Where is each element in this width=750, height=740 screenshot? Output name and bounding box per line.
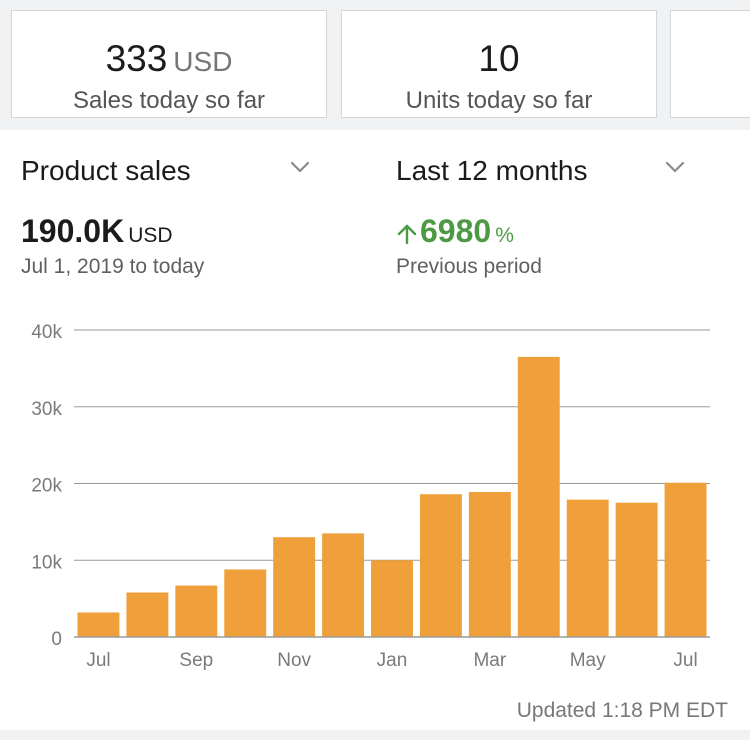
monthly-sales-chart: 0 10k 20k 30k 40k Jul Sep Nov Jan Mar May Jul: [31, 322, 710, 671]
summary-cards: 333 USD Sales today so far 10 Units today…: [0, 0, 750, 130]
third-card-value: 8: [671, 39, 750, 79]
x-tick-label: Sep: [179, 650, 213, 671]
units-today-label: Units today so far: [405, 87, 593, 114]
bar: [566, 499, 609, 637]
bar: [175, 585, 218, 637]
x-tick-label: Nov: [277, 650, 311, 671]
period-change-unit: %: [495, 224, 514, 247]
bar: [126, 592, 169, 637]
units-today-card[interactable]: 10 Units today so far: [341, 10, 657, 118]
x-tick-label: May: [570, 650, 606, 671]
arrow-up-icon: [397, 224, 417, 244]
third-card[interactable]: 8 C: [670, 10, 750, 118]
x-tick-label: Jan: [377, 650, 408, 671]
x-tick-label: Jul: [86, 650, 110, 671]
sales-today-unit: USD: [173, 46, 233, 77]
date-range: Jul 1, 2019 to today: [21, 255, 205, 278]
bar: [615, 502, 658, 637]
bar: [468, 491, 511, 637]
total-sales-value: 190.0K: [21, 213, 125, 249]
bar: [77, 612, 120, 637]
y-tick-label: 40k: [31, 322, 62, 343]
sales-today-label: Sales today so far: [72, 87, 266, 114]
y-tick-label: 10k: [31, 552, 62, 573]
units-today-value: 10: [342, 39, 656, 79]
x-tick-label: Mar: [473, 650, 506, 671]
bar: [224, 569, 267, 637]
bar: [322, 533, 365, 637]
units-today-amount: 10: [478, 38, 520, 79]
x-tick-label: Jul: [673, 650, 697, 671]
period-change: 6980%: [396, 212, 514, 255]
bar: [419, 494, 462, 637]
chevron-down-icon[interactable]: [665, 160, 685, 174]
total-sales: 190.0K USD: [21, 212, 173, 255]
bar: [273, 537, 316, 637]
period-selector[interactable]: Last 12 months: [396, 155, 588, 186]
y-tick-label: 20k: [31, 476, 62, 497]
y-tick-label: 0: [51, 629, 62, 650]
sales-today-amount: 333: [105, 38, 168, 79]
sales-panel: Product sales Last 12 months 190.0K USD J…: [0, 130, 750, 730]
y-tick-label: 30k: [31, 399, 62, 420]
bar: [664, 482, 707, 637]
sales-today-card[interactable]: 333 USD Sales today so far: [11, 10, 327, 118]
chevron-down-icon[interactable]: [290, 160, 310, 174]
bar: [517, 356, 560, 637]
metric-selector[interactable]: Product sales: [21, 155, 191, 186]
updated-timestamp: Updated 1:18 PM EDT: [516, 699, 728, 722]
previous-period-label: Previous period: [396, 255, 542, 278]
period-change-value: 6980: [420, 213, 492, 249]
bar: [371, 560, 413, 637]
third-card-label: C: [671, 87, 750, 115]
total-sales-unit: USD: [128, 224, 173, 247]
sales-today-value: 333 USD: [12, 39, 326, 82]
